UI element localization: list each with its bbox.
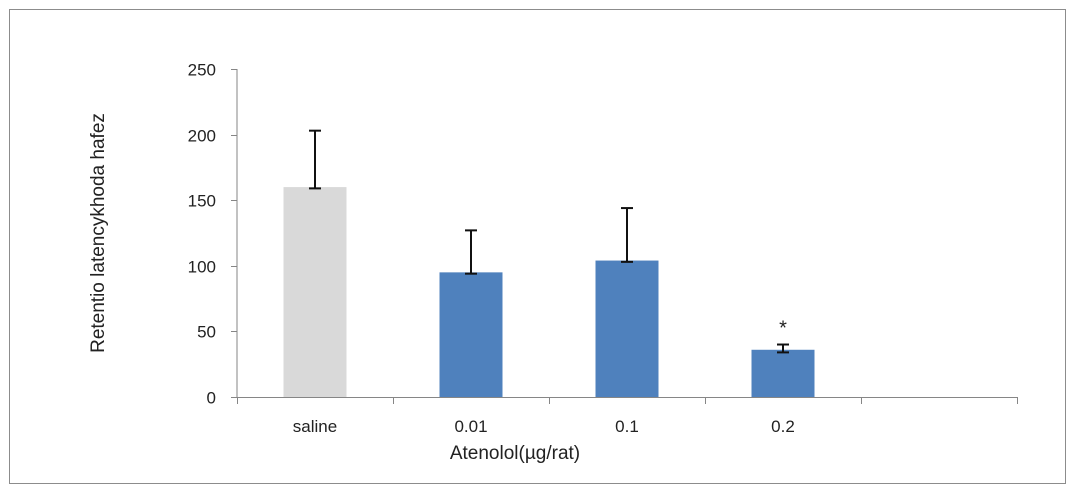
significance-marker: *	[779, 318, 787, 340]
bar-0.01	[439, 272, 503, 397]
bars	[283, 187, 815, 397]
y-tick-label: 150	[188, 192, 216, 211]
y-tick-label: 0	[207, 389, 216, 408]
x-tick-label: saline	[293, 417, 337, 436]
error-bar	[309, 129, 321, 190]
x-tick-label: 0.01	[454, 417, 487, 436]
x-axis-title: Atenolol(µg/rat)	[450, 443, 580, 464]
chart-frame	[9, 9, 1066, 484]
y-axis-title: Retentio latencykhoda hafez	[88, 113, 109, 353]
y-axis-ticks: 0 50 100 150 200 250	[188, 61, 237, 408]
error-bar	[777, 343, 789, 354]
error-bar	[621, 207, 633, 263]
bar-0.2	[751, 349, 815, 397]
y-tick-label: 100	[188, 258, 216, 277]
y-tick-label: 50	[197, 323, 216, 342]
annotations: *	[779, 318, 787, 340]
x-axis-ticks: saline 0.01 0.1 0.2	[237, 397, 1018, 436]
bar-saline	[283, 187, 347, 397]
y-tick-label: 250	[188, 61, 216, 80]
error-bar	[465, 229, 477, 275]
x-tick-label: 0.1	[615, 417, 639, 436]
x-tick-label: 0.2	[771, 417, 795, 436]
y-tick-label: 200	[188, 127, 216, 146]
error-bars	[309, 129, 789, 354]
bar-0.1	[595, 260, 659, 397]
